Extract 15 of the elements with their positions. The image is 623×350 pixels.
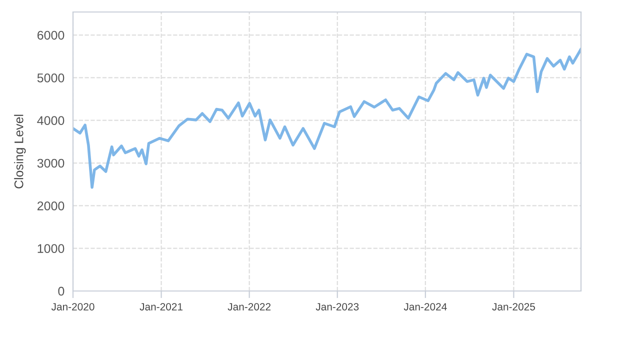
x-tick-label: Jan-2024 [404,303,447,310]
x-tick-label: Jan-2023 [316,303,359,310]
y-axis-title: Closing Level [14,114,26,188]
y-tick-label: 4000 [37,116,64,126]
x-tick-label: Jan-2020 [51,303,94,310]
y-tick-label: 5000 [37,74,64,82]
y-tick-label: 2000 [37,201,64,210]
y-tick-label: 6000 [37,30,64,40]
x-tick-label: Jan-2025 [492,303,535,310]
y-tick-label: 0 [58,286,64,296]
y-tick-label: 1000 [38,244,64,253]
x-tick-label: Jan-2022 [228,303,271,310]
x-tick-label: Jan-2021 [140,303,182,310]
y-tick-label: 3000 [37,158,64,168]
line-series [73,48,581,189]
